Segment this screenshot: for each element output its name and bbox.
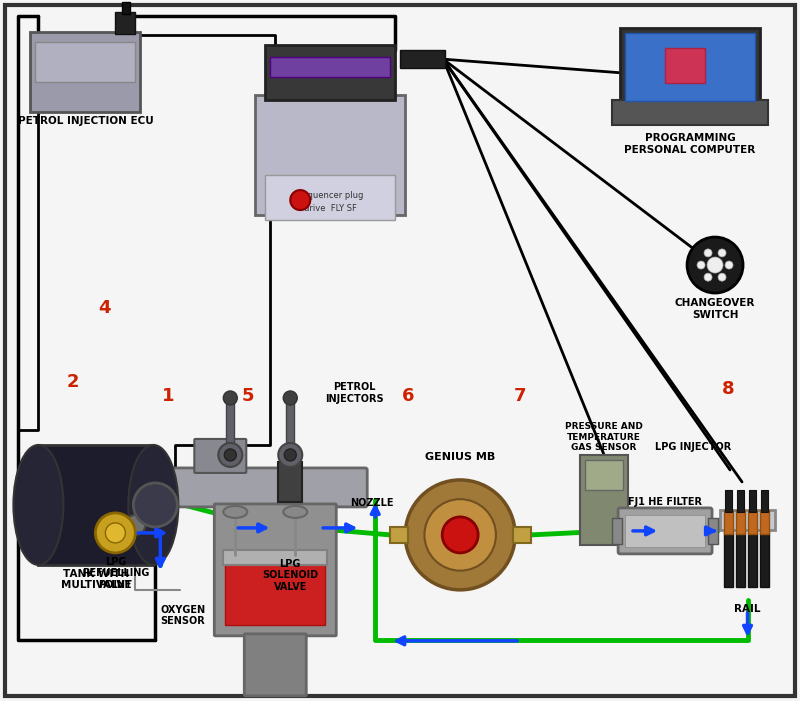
Text: LPG INJECTOR: LPG INJECTOR xyxy=(655,442,731,452)
FancyBboxPatch shape xyxy=(737,490,744,512)
FancyBboxPatch shape xyxy=(760,532,769,587)
FancyBboxPatch shape xyxy=(736,532,745,587)
FancyBboxPatch shape xyxy=(760,510,769,534)
Ellipse shape xyxy=(290,190,310,210)
Ellipse shape xyxy=(718,249,726,257)
FancyBboxPatch shape xyxy=(266,175,395,220)
FancyBboxPatch shape xyxy=(625,515,705,547)
Ellipse shape xyxy=(126,515,146,535)
Ellipse shape xyxy=(442,517,478,553)
Text: 6: 6 xyxy=(402,387,414,405)
FancyBboxPatch shape xyxy=(226,560,326,625)
Ellipse shape xyxy=(95,513,135,553)
Text: TANK WITH
MULTIVALVE: TANK WITH MULTIVALVE xyxy=(61,569,131,590)
Text: PETROL
INJECTORS: PETROL INJECTORS xyxy=(326,382,384,404)
Ellipse shape xyxy=(134,483,178,527)
FancyBboxPatch shape xyxy=(748,510,757,534)
FancyBboxPatch shape xyxy=(278,462,302,502)
FancyBboxPatch shape xyxy=(35,42,135,82)
FancyBboxPatch shape xyxy=(270,57,390,77)
FancyBboxPatch shape xyxy=(513,527,531,543)
FancyBboxPatch shape xyxy=(163,468,367,507)
FancyBboxPatch shape xyxy=(720,510,775,530)
FancyBboxPatch shape xyxy=(6,5,795,696)
Text: 2: 2 xyxy=(66,373,78,391)
FancyBboxPatch shape xyxy=(612,100,768,125)
FancyBboxPatch shape xyxy=(708,518,718,544)
Ellipse shape xyxy=(278,443,302,467)
Ellipse shape xyxy=(128,445,178,565)
Text: FJ1 HE FILTER: FJ1 HE FILTER xyxy=(628,497,702,507)
FancyBboxPatch shape xyxy=(223,550,327,565)
Ellipse shape xyxy=(687,237,743,293)
FancyBboxPatch shape xyxy=(226,400,234,455)
Text: 7: 7 xyxy=(514,387,526,405)
FancyBboxPatch shape xyxy=(286,400,294,455)
Text: drive  FLY SF: drive FLY SF xyxy=(304,203,357,212)
Text: 1: 1 xyxy=(162,387,174,405)
FancyBboxPatch shape xyxy=(400,50,445,68)
Text: 5: 5 xyxy=(242,387,254,405)
FancyBboxPatch shape xyxy=(761,490,768,512)
FancyBboxPatch shape xyxy=(38,445,154,565)
FancyBboxPatch shape xyxy=(284,450,296,464)
Ellipse shape xyxy=(718,273,726,281)
Text: PETROL INJECTION ECU: PETROL INJECTION ECU xyxy=(18,116,154,126)
FancyBboxPatch shape xyxy=(194,439,246,473)
FancyBboxPatch shape xyxy=(665,48,705,83)
FancyBboxPatch shape xyxy=(122,2,130,14)
Ellipse shape xyxy=(283,506,307,518)
Ellipse shape xyxy=(106,523,126,543)
Ellipse shape xyxy=(284,449,296,461)
Ellipse shape xyxy=(425,499,496,571)
FancyBboxPatch shape xyxy=(244,634,306,696)
FancyBboxPatch shape xyxy=(725,490,732,512)
FancyBboxPatch shape xyxy=(724,532,733,587)
FancyBboxPatch shape xyxy=(618,508,712,554)
FancyBboxPatch shape xyxy=(214,504,336,636)
FancyBboxPatch shape xyxy=(115,12,135,34)
Text: LPG
REFUELLING
POINT: LPG REFUELLING POINT xyxy=(82,557,149,590)
FancyBboxPatch shape xyxy=(625,33,755,101)
FancyBboxPatch shape xyxy=(272,500,308,555)
Ellipse shape xyxy=(223,506,247,518)
FancyBboxPatch shape xyxy=(736,510,745,534)
Text: 8: 8 xyxy=(722,380,734,398)
Text: GENIUS MB: GENIUS MB xyxy=(425,452,495,462)
Text: CHANGEOVER
SWITCH: CHANGEOVER SWITCH xyxy=(675,298,755,320)
FancyBboxPatch shape xyxy=(580,455,628,545)
Ellipse shape xyxy=(223,391,238,405)
Ellipse shape xyxy=(218,443,242,467)
Ellipse shape xyxy=(707,257,723,273)
Ellipse shape xyxy=(283,391,298,405)
Text: Sequencer plug: Sequencer plug xyxy=(297,191,363,200)
Ellipse shape xyxy=(704,249,712,257)
Ellipse shape xyxy=(406,480,515,590)
Text: RAIL: RAIL xyxy=(734,604,761,614)
Text: LPG
SOLENOID
VALVE: LPG SOLENOID VALVE xyxy=(262,559,318,592)
FancyBboxPatch shape xyxy=(255,95,406,215)
FancyBboxPatch shape xyxy=(620,28,760,103)
FancyBboxPatch shape xyxy=(390,527,408,543)
Ellipse shape xyxy=(697,261,705,269)
Text: PROGRAMMING
PERSONAL COMPUTER: PROGRAMMING PERSONAL COMPUTER xyxy=(625,133,756,155)
Ellipse shape xyxy=(725,261,733,269)
FancyBboxPatch shape xyxy=(748,532,757,587)
Text: 4: 4 xyxy=(98,299,110,318)
Text: OXYGEN
SENSOR: OXYGEN SENSOR xyxy=(160,605,206,627)
FancyBboxPatch shape xyxy=(724,510,733,534)
Text: PRESSURE AND
TEMPERATURE
GAS SENSOR: PRESSURE AND TEMPERATURE GAS SENSOR xyxy=(565,422,643,452)
FancyBboxPatch shape xyxy=(266,45,395,100)
FancyBboxPatch shape xyxy=(585,460,623,490)
Ellipse shape xyxy=(704,273,712,281)
FancyBboxPatch shape xyxy=(612,518,622,544)
Text: NOZZLE: NOZZLE xyxy=(350,498,394,508)
Ellipse shape xyxy=(14,445,63,565)
FancyBboxPatch shape xyxy=(30,32,140,112)
Ellipse shape xyxy=(224,449,236,461)
FancyBboxPatch shape xyxy=(749,490,756,512)
